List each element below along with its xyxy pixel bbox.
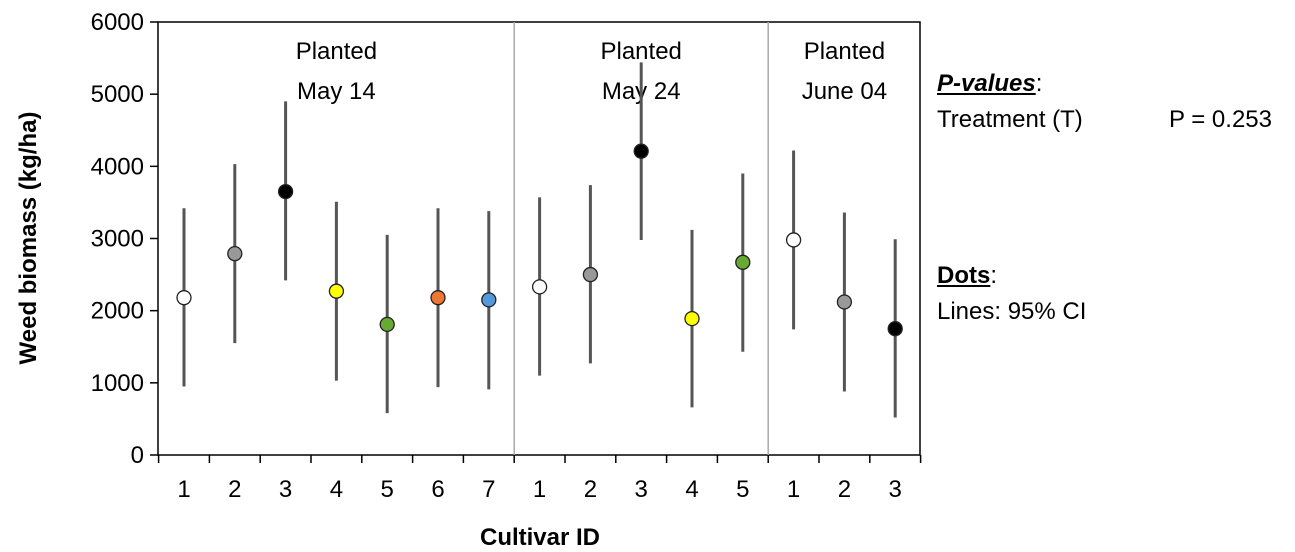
mean-dot — [785, 232, 802, 248]
mean-dot — [328, 283, 345, 299]
x-tick-label: 2 — [228, 476, 241, 503]
x-tick-label: 1 — [533, 476, 546, 503]
x-tick-label: 2 — [838, 476, 851, 503]
mean-dot — [887, 321, 903, 337]
panel-label-line1: Planted — [600, 38, 681, 65]
x-tick-label: 7 — [482, 476, 495, 503]
y-tick-label: 4000 — [91, 153, 144, 180]
x-tick-label: 3 — [279, 476, 292, 503]
mean-dot — [836, 294, 853, 310]
mean-dot — [379, 316, 395, 333]
mean-dot — [227, 246, 243, 262]
x-tick-label: 4 — [685, 476, 698, 503]
y-tick-label: 1000 — [91, 370, 144, 397]
mean-dot — [481, 292, 497, 308]
panel-label-line1: Planted — [296, 38, 377, 65]
chart-axes: 0 1000 2000 3000 4000 5000 6000 Planted May 14 1 2… — [91, 9, 922, 503]
treatment-pvalue: P = 0.253 — [1169, 106, 1272, 133]
mean-dot — [582, 266, 599, 283]
x-tick-label: 6 — [431, 476, 444, 503]
mean-dot — [531, 279, 548, 295]
y-tick-label: 0 — [131, 442, 144, 469]
y-tick-label: 6000 — [91, 9, 144, 36]
mean-dot — [684, 310, 700, 327]
x-tick-label: 2 — [584, 476, 597, 503]
x-tick-label: 5 — [736, 476, 749, 503]
y-tick-label: 2000 — [91, 298, 144, 325]
treatment-label: Treatment (T) — [937, 106, 1083, 133]
x-tick-label: 5 — [381, 476, 394, 503]
y-axis-title: Weed biomass (kg/ha) — [15, 112, 42, 365]
mean-dot — [633, 143, 649, 159]
pvalues-header: P-values: — [937, 70, 1043, 97]
panel-label-line1: Planted — [804, 38, 885, 65]
chart-series — [176, 62, 903, 418]
dots-legend: Dots: Lines: 95% CI — [937, 258, 1086, 330]
x-tick-label: 1 — [787, 476, 800, 503]
pvalues-header-text: P-values — [937, 70, 1036, 97]
y-tick-label: 5000 — [91, 81, 144, 108]
x-tick-label: 3 — [889, 476, 902, 503]
panel-label-line2: June 04 — [802, 78, 887, 105]
mean-dot — [430, 290, 446, 306]
mean-dot — [735, 254, 751, 270]
x-axis-title: Cultivar ID — [480, 524, 600, 551]
mean-dot — [176, 290, 192, 306]
lines-label: Lines: 95% CI — [937, 298, 1087, 325]
x-tick-label: 3 — [635, 476, 648, 503]
x-tick-label: 4 — [330, 476, 343, 503]
panel-label-line2: May 14 — [297, 78, 376, 105]
y-tick-label: 3000 — [91, 226, 144, 253]
dots-header: Dots: — [937, 262, 998, 289]
mean-dot — [277, 183, 294, 200]
dots-header-text: Dots — [937, 262, 991, 289]
pvalues-legend: P-values: Treatment (T) P = 0.253 — [937, 66, 1287, 138]
x-tick-label: 1 — [177, 476, 190, 503]
